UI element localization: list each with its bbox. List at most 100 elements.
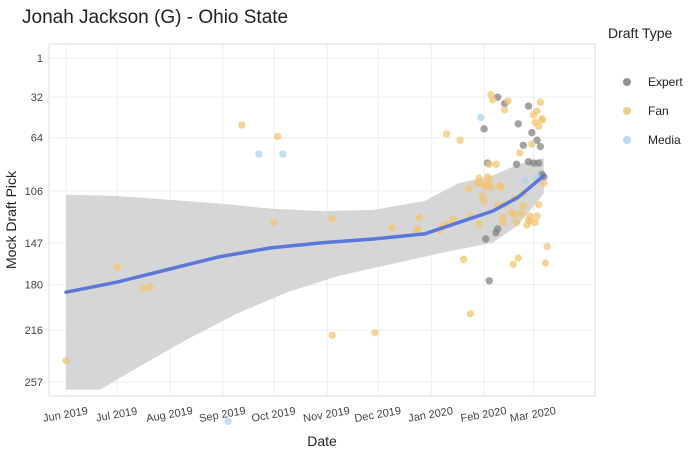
expert-point xyxy=(480,125,488,133)
legend-items: Expert Fan Media xyxy=(623,75,683,147)
legend-swatch xyxy=(623,136,631,144)
fan-point xyxy=(415,213,423,222)
y-axis-ticks: 1 32 64 106 147 180 216 257 xyxy=(25,53,43,389)
expert-point xyxy=(494,225,502,233)
fan-point xyxy=(500,106,509,114)
y-tick-label: 64 xyxy=(31,133,43,145)
legend-item-media: Media xyxy=(623,133,681,147)
fan-point xyxy=(449,215,458,223)
expert-point xyxy=(482,235,490,243)
fan-point xyxy=(536,98,545,106)
expert-point xyxy=(533,136,541,144)
fan-point xyxy=(534,122,543,131)
x-tick-label: Aug 2019 xyxy=(145,405,193,425)
legend-item-fan: Fan xyxy=(623,104,669,118)
fan-point xyxy=(528,140,536,148)
x-tick-label: Jan 2020 xyxy=(407,405,454,425)
fan-point xyxy=(492,160,500,168)
fan-point xyxy=(273,132,282,141)
series-expert xyxy=(480,93,548,285)
y-tick-label: 147 xyxy=(25,238,43,250)
fan-point xyxy=(497,183,505,191)
media-point xyxy=(521,177,529,185)
y-tick-label: 106 xyxy=(25,186,43,198)
fan-point xyxy=(328,331,336,339)
media-point xyxy=(224,417,232,426)
fan-point xyxy=(504,97,512,105)
y-tick-label: 1 xyxy=(37,53,43,65)
legend-item-expert: Expert xyxy=(623,75,683,89)
media-point xyxy=(279,150,287,158)
fan-point xyxy=(519,202,528,210)
fan-point xyxy=(388,223,396,232)
fan-point xyxy=(459,255,468,263)
fan-point xyxy=(517,209,526,218)
series-fan xyxy=(62,90,551,365)
x-axis-label: Date xyxy=(307,433,337,449)
legend-swatch xyxy=(623,107,631,115)
fan-point xyxy=(456,136,464,144)
y-tick-label: 257 xyxy=(25,377,43,389)
fan-point xyxy=(499,218,507,227)
fan-point xyxy=(480,197,488,205)
fan-point xyxy=(511,211,519,219)
expert-point xyxy=(529,159,538,167)
fan-point xyxy=(485,160,493,168)
confidence-band xyxy=(66,157,544,390)
fan-point xyxy=(512,218,521,227)
x-tick-label: Feb 2020 xyxy=(460,405,508,425)
fan-point xyxy=(514,254,522,262)
fan-point xyxy=(541,259,550,267)
series-media xyxy=(224,113,541,426)
fan-point xyxy=(270,218,278,227)
fan-point xyxy=(543,242,551,251)
fan-point xyxy=(540,179,548,187)
fan-point xyxy=(526,212,534,220)
y-tick-label: 32 xyxy=(31,92,43,104)
confidence-band-area xyxy=(66,157,544,390)
expert-point xyxy=(534,159,543,167)
fan-point xyxy=(509,260,517,269)
x-tick-label: Dec 2019 xyxy=(354,405,402,425)
fan-point xyxy=(413,225,422,233)
fan-point xyxy=(465,184,473,193)
fan-point xyxy=(442,130,451,138)
fan-point xyxy=(538,116,546,124)
media-point xyxy=(255,150,263,158)
fan-point xyxy=(371,328,379,337)
expert-point xyxy=(536,142,545,151)
legend: Draft Type Expert Fan Media xyxy=(608,25,683,147)
fan-point xyxy=(487,183,495,191)
x-tick-label: Jul 2019 xyxy=(95,406,138,425)
x-tick-label: Nov 2019 xyxy=(302,405,350,425)
legend-label: Expert xyxy=(648,75,683,89)
expert-point xyxy=(524,102,533,110)
fan-point xyxy=(482,183,490,191)
trend-line-path xyxy=(64,173,546,294)
fan-point xyxy=(328,215,336,223)
media-point xyxy=(476,113,485,122)
x-tick-label: Sep 2019 xyxy=(198,405,246,425)
fan-point xyxy=(238,121,246,129)
y-tick-label: 180 xyxy=(25,280,43,292)
x-tick-label: Mar 2020 xyxy=(509,405,557,425)
fan-point xyxy=(466,309,475,318)
expert-point xyxy=(514,120,522,128)
fan-point xyxy=(534,201,543,209)
fan-point xyxy=(499,213,507,222)
fan-point xyxy=(62,356,70,365)
fan-point xyxy=(533,212,541,220)
chart-title: Jonah Jackson (G) - Ohio State xyxy=(22,7,288,28)
expert-point xyxy=(519,141,528,149)
fan-point xyxy=(516,149,524,157)
legend-title: Draft Type xyxy=(608,25,673,41)
fan-point xyxy=(145,283,154,291)
fan-point xyxy=(531,218,539,227)
legend-label: Media xyxy=(648,133,681,147)
expert-point xyxy=(512,160,521,168)
scatter-points xyxy=(62,90,551,426)
trend-line xyxy=(64,173,546,294)
x-tick-label: Jun 2019 xyxy=(42,405,89,425)
fan-point xyxy=(533,107,541,115)
